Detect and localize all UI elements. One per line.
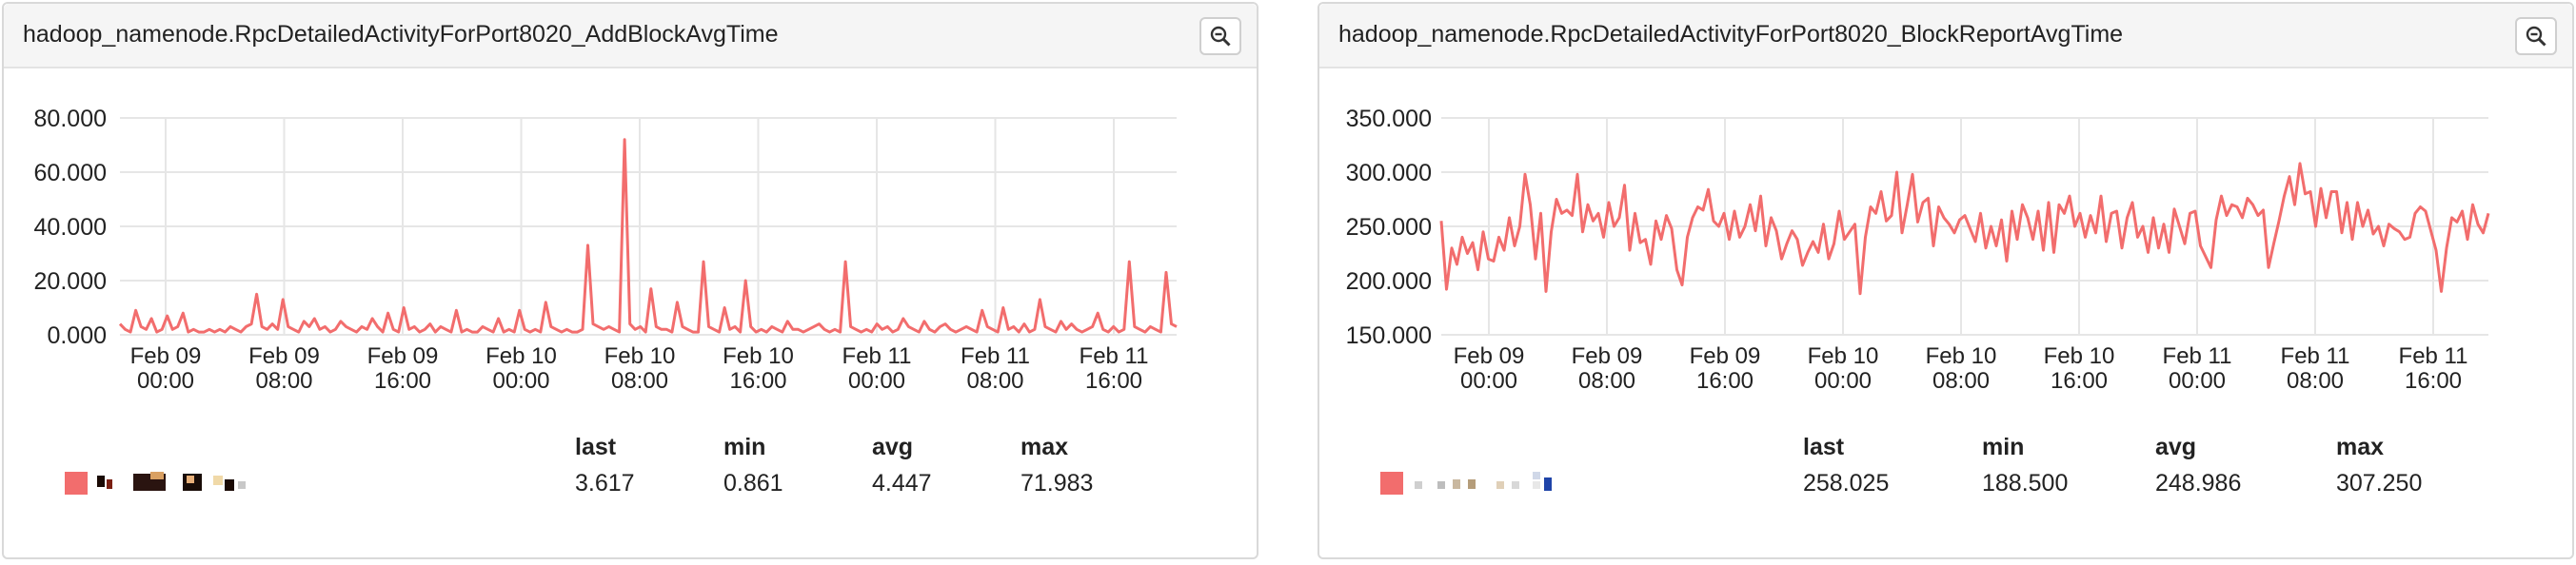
legend-header-last: last [575,434,617,460]
y-tick-label: 300.000 [1346,160,1432,186]
legend-value-min: 0.861 [723,470,783,497]
zoom-out-icon [1210,26,1231,47]
y-tick-label: 150.000 [1346,322,1432,349]
x-tick-label-time: 00:00 [1460,368,1517,394]
y-tick-label: 250.000 [1346,214,1432,241]
legend-header-max: max [1020,434,1069,460]
x-tick-label-time: 00:00 [137,368,194,394]
legend-value-avg: 4.447 [872,470,932,497]
chart-panel-blockreport: hadoop_namenode.RpcDetailedActivityForPo… [1318,2,2574,559]
legend-value-last: 3.617 [575,470,635,497]
legend: last min avg max 3.617 0.861 4.447 71.98… [4,422,1257,517]
x-tick-label-day: Feb 09 [248,343,320,369]
x-tick-label-day: Feb 10 [1926,343,1997,369]
legend-header-avg: avg [2155,434,2197,460]
panel-title: hadoop_namenode.RpcDetailedActivityForPo… [23,21,779,48]
x-tick-label-time: 08:00 [1932,368,1990,394]
x-tick-label-time: 16:00 [1085,368,1142,394]
line-chart: 150.000 200.000 250.000 300.000 350.000 Feb 0… [1346,106,2490,394]
y-tick-label: 80.000 [34,106,107,132]
x-tick-label-day: Feb 10 [1808,343,1879,369]
x-tick-label-day: Feb 09 [367,343,439,369]
x-tick-label-time: 08:00 [966,368,1023,394]
legend-header-avg: avg [872,434,914,460]
y-tick-label: 200.000 [1346,268,1432,295]
legend-header-min: min [1982,434,2025,460]
x-tick-label-time: 00:00 [2169,368,2226,394]
x-tick-label-day: Feb 09 [1572,343,1643,369]
zoom-out-icon [2526,26,2546,47]
x-tick-label-time: 16:00 [1696,368,1754,394]
x-tick-label-day: Feb 11 [2163,343,2232,369]
legend-value-min: 188.500 [1982,470,2069,497]
y-tick-label: 60.000 [34,160,107,186]
x-tick-label-day: Feb 11 [1080,343,1149,369]
legend-value-last: 258.025 [1803,470,1890,497]
x-tick-label-day: Feb 09 [1454,343,1525,369]
panel-title: hadoop_namenode.RpcDetailedActivityForPo… [1338,21,2124,48]
legend-value-avg: 248.986 [2155,470,2242,497]
x-tick-label-day: Feb 09 [1690,343,1761,369]
series-name-masked [1411,472,1639,497]
x-tick-label-time: 16:00 [2051,368,2108,394]
x-tick-label-time: 16:00 [2405,368,2462,394]
series-color-swatch[interactable] [1380,472,1403,495]
chart-panel-addblock: hadoop_namenode.RpcDetailedActivityForPo… [2,2,1258,559]
y-tick-label: 0.000 [47,322,107,349]
panel-header: hadoop_namenode.RpcDetailedActivityForPo… [4,4,1257,68]
x-tick-label-time: 08:00 [611,368,668,394]
y-tick-label: 20.000 [34,268,107,295]
x-tick-label-time: 00:00 [1814,368,1872,394]
x-tick-label-time: 16:00 [729,368,786,394]
legend: last min avg max 258.025 188.500 248.986… [1319,422,2572,517]
x-tick-label-day: Feb 10 [2044,343,2115,369]
x-tick-label-day: Feb 11 [2399,343,2468,369]
legend-value-max: 307.250 [2336,470,2423,497]
x-tick-label-time: 16:00 [374,368,431,394]
series-color-swatch[interactable] [65,472,88,495]
x-tick-label-day: Feb 10 [723,343,794,369]
y-tick-label: 350.000 [1346,106,1432,132]
zoom-out-button[interactable] [2515,17,2557,55]
x-tick-label-time: 00:00 [492,368,549,394]
zoom-out-button[interactable] [1199,17,1241,55]
series-name-masked [95,472,324,497]
x-tick-label-day: Feb 11 [961,343,1030,369]
x-tick-label-day: Feb 09 [130,343,202,369]
x-tick-label-time: 08:00 [2287,368,2344,394]
series-line [1439,162,2490,296]
panel-header: hadoop_namenode.RpcDetailedActivityForPo… [1319,4,2572,68]
x-tick-label-time: 08:00 [255,368,312,394]
legend-header-min: min [723,434,766,460]
x-tick-label-day: Feb 11 [2281,343,2350,369]
series-line [118,138,1178,334]
legend-value-max: 71.983 [1020,470,1094,497]
x-tick-label-time: 00:00 [848,368,905,394]
x-tick-label-day: Feb 10 [485,343,557,369]
y-tick-label: 40.000 [34,214,107,241]
legend-header-max: max [2336,434,2385,460]
x-tick-label-day: Feb 11 [842,343,912,369]
x-tick-label-day: Feb 10 [604,343,676,369]
legend-header-last: last [1803,434,1845,460]
x-tick-label-time: 08:00 [1578,368,1635,394]
